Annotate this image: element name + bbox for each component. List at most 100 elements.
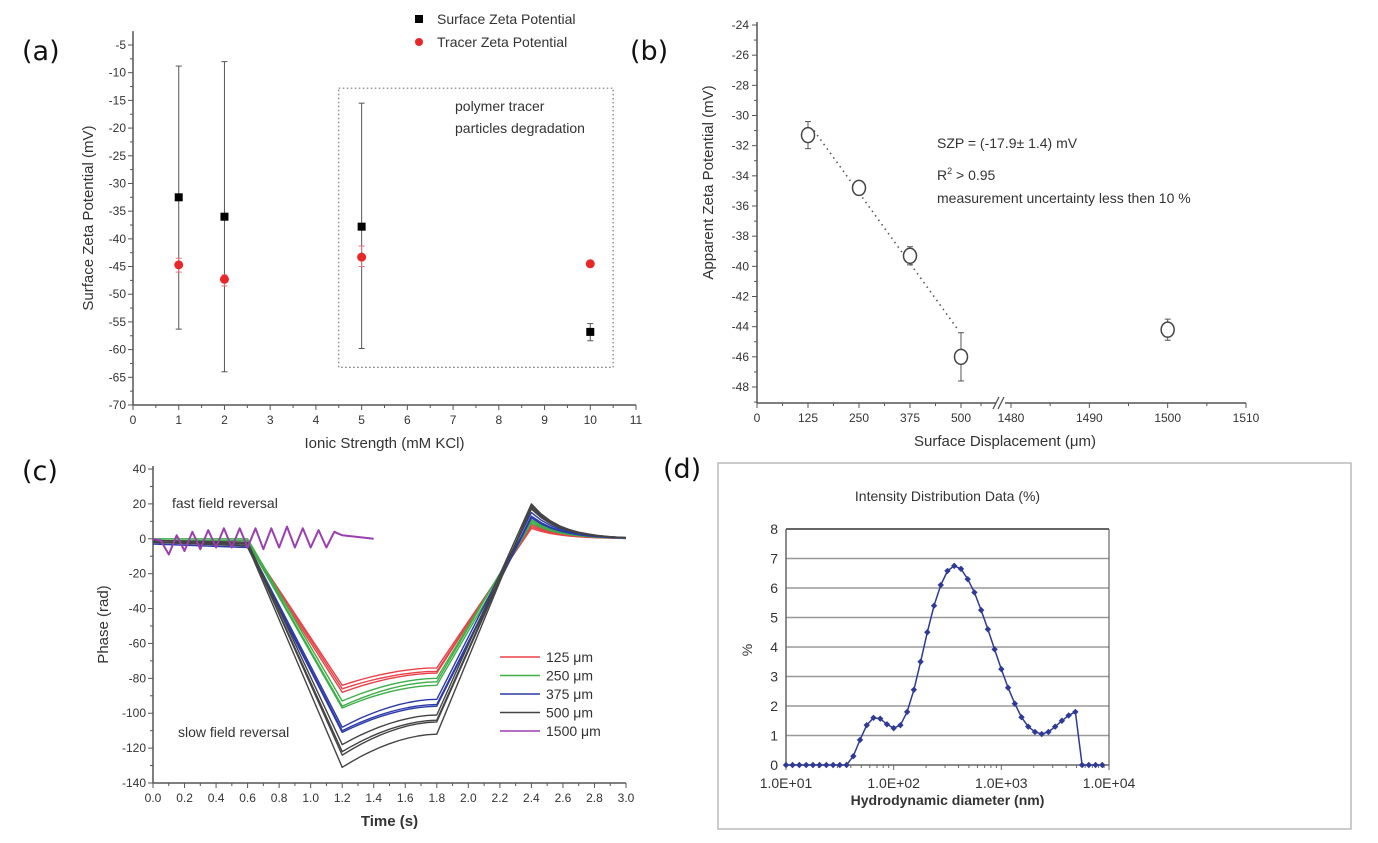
x-tick-label: 2.6 xyxy=(555,791,572,805)
y-tick-label: 0 xyxy=(770,757,778,773)
x-tick-label: 9 xyxy=(541,413,548,427)
x-tick-label: 8 xyxy=(495,413,502,427)
legend-label: 125 μm xyxy=(546,649,593,665)
chart-b: -24 -26 -28 -30 -32 -34 -36 -38 -40 -42 -44 -46 -48 0… xyxy=(700,18,1260,450)
data-point xyxy=(1092,761,1099,769)
data-point xyxy=(1051,723,1059,730)
y-tick-label: -40 xyxy=(129,602,147,616)
x-tick-label: 1 xyxy=(175,413,182,427)
data-point xyxy=(902,247,918,265)
chart-a: -5 -10 -15 -20 -25 -30 -35 -40 -45 -50 -55 -60 -65 -7… xyxy=(80,11,643,452)
legend-marker-tracer xyxy=(415,38,423,46)
x-tick-label: 3 xyxy=(267,413,274,427)
data-point xyxy=(796,761,803,769)
data-point xyxy=(1004,684,1012,691)
y-tick-label: -20 xyxy=(109,121,127,135)
r-value: > 0.95 xyxy=(952,167,995,183)
data-point-tracer xyxy=(174,260,184,270)
y-tick-label: -80 xyxy=(129,671,147,685)
data-point xyxy=(991,646,998,653)
x-tick-label: 10 xyxy=(584,413,598,427)
data-point xyxy=(1025,723,1032,730)
y-tick-label: -70 xyxy=(109,398,127,412)
x-tick-label: 500 xyxy=(951,411,971,425)
data-point xyxy=(953,348,969,366)
x-tick-label: 0.8 xyxy=(271,791,288,805)
data-point xyxy=(1031,728,1039,736)
chart-frame xyxy=(717,462,1352,830)
x-tick-label: 3.0 xyxy=(618,791,635,805)
y-tick-label: -5 xyxy=(115,38,126,52)
x-tick-label: 1.0 xyxy=(302,791,319,805)
annotation-uncertainty: measurement uncertainty less then 10 % xyxy=(937,190,1191,206)
x-tick-label: 1500 xyxy=(1154,411,1181,425)
panel-c-label: (c) xyxy=(22,456,58,487)
y-tick-label: -44 xyxy=(732,320,750,334)
x-tick-label: 0 xyxy=(754,411,761,425)
x-axis-label: Hydrodynamic diameter (nm) xyxy=(851,792,1045,808)
data-point xyxy=(836,761,843,769)
y-tick-label: -46 xyxy=(732,350,750,364)
data-point xyxy=(971,589,978,596)
y-tick-label: -28 xyxy=(732,78,750,92)
data-point xyxy=(1058,717,1066,724)
data-point xyxy=(964,575,971,583)
series-line-1500um xyxy=(152,525,374,556)
y-tick-label: 20 xyxy=(133,497,147,511)
y-tick-label: -55 xyxy=(109,315,127,329)
legend-label: 250 μm xyxy=(546,668,593,684)
data-point xyxy=(816,761,823,769)
x-tick-label: 125 xyxy=(798,411,818,425)
y-tick-label: -100 xyxy=(122,706,146,720)
y-tick-label: -42 xyxy=(732,290,750,304)
annotation-szp: SZP = (-17.9± 1.4) mV xyxy=(937,135,1078,151)
data-point xyxy=(1065,712,1072,719)
x-tick-label: 2.2 xyxy=(492,791,509,805)
data-point xyxy=(800,126,816,144)
x-tick-label: 1480 xyxy=(998,411,1025,425)
legend-label-surface: Surface Zeta Potential xyxy=(437,11,576,27)
y-tick-label: 5 xyxy=(770,610,778,626)
x-tick-label: 1.0E+02 xyxy=(867,775,920,791)
y-tick-label: -30 xyxy=(109,176,127,190)
y-tick-label: -48 xyxy=(732,380,750,394)
x-tick-label: 0.4 xyxy=(208,791,225,805)
y-tick-label: -65 xyxy=(109,370,127,384)
data-point xyxy=(930,602,938,609)
data-point-tracer xyxy=(585,259,595,269)
data-point xyxy=(809,761,817,769)
legend-label: 500 μm xyxy=(546,705,593,721)
x-tick-label: 0.0 xyxy=(145,791,162,805)
r-superscript: 2 xyxy=(947,166,952,176)
data-point xyxy=(851,179,867,197)
data-point xyxy=(944,567,951,575)
y-tick-label: -34 xyxy=(732,169,750,183)
y-tick-label: -36 xyxy=(732,199,750,213)
x-tick-label: 1.0E+04 xyxy=(1083,775,1136,791)
y-tick-label: 7 xyxy=(770,551,778,567)
x-tick-label: 11 xyxy=(630,413,643,427)
panel-a-label: (a) xyxy=(22,36,60,67)
x-tick-label: 1.8 xyxy=(428,791,445,805)
x-tick-label: 0.6 xyxy=(239,791,256,805)
data-point xyxy=(910,686,918,693)
fit-line xyxy=(813,130,959,331)
x-tick-label: 2 xyxy=(221,413,228,427)
data-point xyxy=(829,761,837,769)
y-tick-label: -32 xyxy=(732,139,750,153)
data-point xyxy=(984,626,992,633)
data-point-surface xyxy=(174,193,183,202)
data-point xyxy=(924,629,931,636)
data-point xyxy=(850,752,857,760)
y-tick-label: -10 xyxy=(109,66,127,80)
x-tick-label: 2.4 xyxy=(523,791,540,805)
axis-break-mark xyxy=(992,396,1000,410)
x-tick-label: 0.2 xyxy=(176,791,193,805)
data-point xyxy=(843,761,850,769)
y-tick-label: 4 xyxy=(770,639,778,655)
y-tick-label: 1 xyxy=(770,728,778,744)
y-tick-label: -20 xyxy=(129,567,147,581)
y-tick-label: 0 xyxy=(139,532,146,546)
y-tick-label: -35 xyxy=(109,204,127,218)
